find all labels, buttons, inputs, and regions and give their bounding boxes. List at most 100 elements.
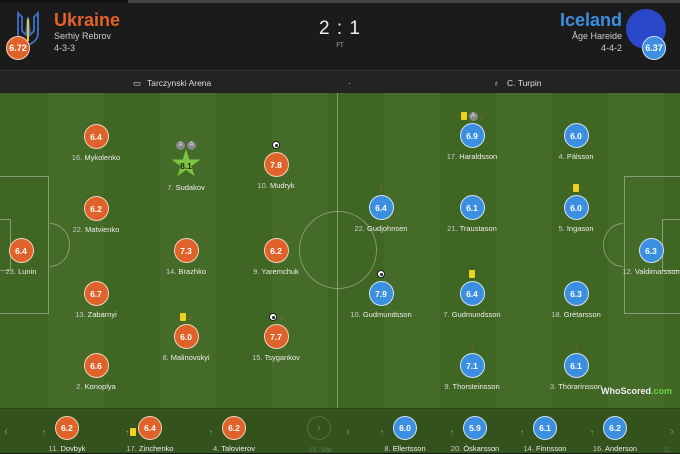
player-rating: 6.1 <box>533 416 557 440</box>
player-rating: 7.1 <box>459 353 485 378</box>
player[interactable]: 6.0 5. Ingason <box>521 184 631 233</box>
player[interactable]: ↑ 6.2 16. Anderson <box>560 416 670 453</box>
player[interactable]: 18. Var <box>265 416 375 454</box>
chevron-right-icon: › <box>317 422 321 434</box>
player[interactable]: 6.0 4. Pálsson <box>521 123 631 161</box>
player[interactable]: ↑ 6.1 14. Finnsson <box>490 416 600 453</box>
player-events: ↓ <box>417 342 527 352</box>
player[interactable]: 6.4 16. Mykolenko <box>41 124 151 162</box>
player-events <box>521 184 631 194</box>
player[interactable]: ↓ 6.0 8. Malinovskyi <box>131 313 241 362</box>
player-events: ↓ <box>221 227 331 237</box>
player[interactable]: 6.4 23. Lunin <box>0 238 76 276</box>
player-rating: 6.4 <box>459 281 485 306</box>
player-events: A ↓ <box>417 112 527 122</box>
ball-icon <box>269 313 277 321</box>
player-events <box>221 141 331 151</box>
sub-on-arrow-icon: ↑ <box>209 428 213 437</box>
player-name: 3. Thórarinsson <box>550 382 602 391</box>
player-rating: 7.9 <box>368 281 394 306</box>
away-subs-prev-chevron-icon[interactable]: ‹ <box>346 424 350 438</box>
assist-icon: A <box>468 112 478 121</box>
assist-icon: A <box>176 141 185 150</box>
player-events <box>521 270 631 280</box>
player-events: ↑ <box>420 428 530 438</box>
player[interactable]: ↑ 6.0 8. Ellertsson <box>350 416 460 453</box>
player-events: ↓ <box>131 313 241 323</box>
sub-off-arrow-icon: ↓ <box>274 227 278 236</box>
home-subs-prev-chevron-icon[interactable]: ‹ <box>4 424 8 438</box>
player[interactable]: ↑ 6.2 4. Talovierov <box>179 416 289 453</box>
score: 2 : 1 <box>319 18 361 39</box>
motm-star-rating: 8.1 <box>171 149 201 177</box>
player[interactable]: 7.8 10. Mudryk <box>221 141 331 190</box>
player-name: 8. Ellertsson <box>384 444 426 453</box>
player[interactable]: A ↓ 6.9 17. Haraldsson <box>417 112 527 161</box>
match-info-bar: ▭ Tarczynski Arena · ♁ C. Turpin <box>0 70 680 93</box>
player-rating: 5.9 <box>463 416 487 440</box>
player[interactable]: ↑ 5.9 20. Óskarsson <box>420 416 530 453</box>
player[interactable]: 6.1 21. Traustason <box>417 195 527 233</box>
away-penalty-box <box>624 176 680 314</box>
player[interactable]: ↓ 7.1 9. Thorsteinsson <box>417 342 527 391</box>
player[interactable]: 6.7 13. Zabarnyi <box>41 281 151 319</box>
player[interactable]: 7.9 10. Gudmundsson <box>326 270 436 319</box>
home-manager: Serhiy Rebrov <box>54 31 112 41</box>
player-events <box>326 270 436 280</box>
player[interactable]: 6.3 18. Grétarsson <box>521 281 631 319</box>
home-subs-next-button[interactable]: › <box>307 416 331 440</box>
yellow-card-icon <box>573 184 579 192</box>
venue: Tarczynski Arena <box>147 78 212 88</box>
sub-on-arrow-icon: ↑ <box>590 428 594 437</box>
player[interactable]: ↓ 7.7 15. Tsygankov <box>221 313 331 362</box>
player-name: 14. Brazhko <box>165 267 207 276</box>
player-rating: 6.4 <box>83 124 109 149</box>
player[interactable]: ↓ 6.2 9. Yaremchuk <box>221 227 331 276</box>
player-name: 7. Gudmundsson <box>443 310 501 319</box>
player-events <box>596 227 680 237</box>
player[interactable]: 6.2 22. Matvienko <box>41 196 151 234</box>
player-rating: 6.4 <box>368 195 394 220</box>
center-circle <box>299 211 377 289</box>
player-events: ↑ <box>560 428 670 438</box>
player[interactable]: 6.3 12. Valdimarsson <box>596 238 680 276</box>
player-rating: 6.0 <box>563 123 589 148</box>
player-name: 2. Konoplya <box>76 382 116 391</box>
home-team-name[interactable]: Ukraine <box>54 10 121 30</box>
away-team-name[interactable]: Iceland <box>559 10 622 30</box>
player[interactable]: ↓ 6.4 22. Gudjohnsen <box>326 184 436 233</box>
player[interactable]: 6.4 7. Gudmundsson <box>417 270 527 319</box>
player-rating: 6.0 <box>173 324 199 349</box>
away-subs-next-chevron-icon[interactable]: › <box>670 424 674 438</box>
player[interactable]: 11. <box>613 416 680 454</box>
player-events: ↑ <box>95 428 205 438</box>
substitutes-bar: ‹ › ‹ › ↑ 6.2 11. Dovbyk ↑ 6.4 17. Zinchenko ↑… <box>0 408 680 454</box>
player-name: 12. Valdimarsson <box>622 267 680 276</box>
player-name: 22. Matvienko <box>72 225 120 234</box>
player[interactable]: 7.3 14. Brazhko <box>131 238 241 276</box>
player-rating: 7.7 <box>263 324 289 349</box>
player-rating: 6.1 <box>459 195 485 220</box>
player-rating: 6.9 <box>459 123 485 148</box>
player[interactable]: 6.6 2. Konoplya <box>41 353 151 391</box>
player-name: 16. Anderson <box>592 444 638 453</box>
player-events: ↑ <box>12 428 122 438</box>
referee: C. Turpin <box>507 78 542 88</box>
player-events <box>41 113 151 123</box>
player-name: 9. Thorsteinsson <box>444 382 500 391</box>
player[interactable]: A A 8.1 7. Sudakov <box>131 141 241 192</box>
assist-icon: A <box>187 141 196 150</box>
player-name: 14. Finnsson <box>523 444 567 453</box>
player-rating: 6.6 <box>83 353 109 378</box>
sub-on-arrow-icon: ↑ <box>125 428 129 437</box>
yellow-card-icon <box>130 428 136 436</box>
match-header: 6.72 Ukraine Serhiy Rebrov 4-3-3 2 : 1 F… <box>0 3 680 70</box>
player-events: ↓ <box>521 342 631 352</box>
sub-off-arrow-icon: ↓ <box>188 313 192 322</box>
sub-off-arrow-icon: ↓ <box>379 184 383 193</box>
player-rating: 6.0 <box>393 416 417 440</box>
player[interactable]: ↑ 6.4 17. Zinchenko <box>95 416 205 453</box>
player[interactable]: ↑ 6.2 11. Dovbyk <box>12 416 122 453</box>
player[interactable]: ↓ 6.1 3. Thórarinsson <box>521 342 631 391</box>
player-events: ↑ <box>350 428 460 438</box>
